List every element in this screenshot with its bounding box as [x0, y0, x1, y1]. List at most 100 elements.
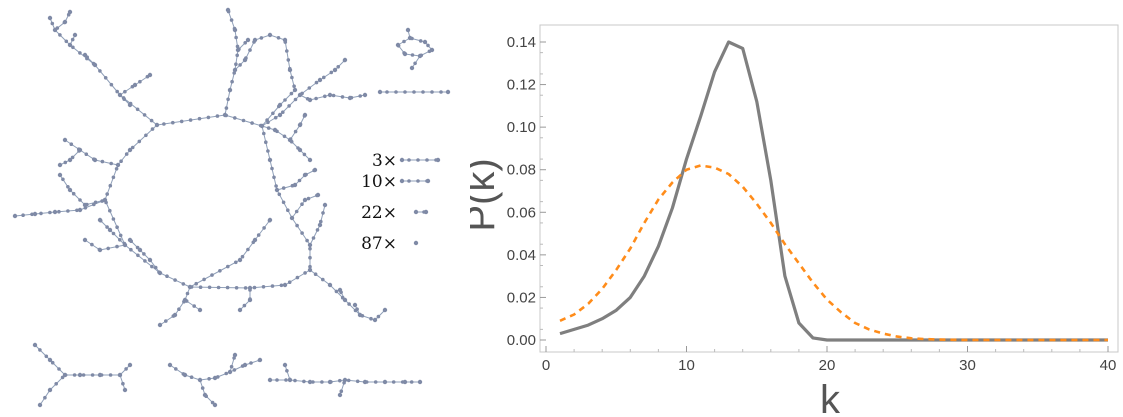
network-node [106, 246, 110, 251]
network-node [237, 257, 243, 263]
network-node [277, 104, 281, 109]
network-node [302, 152, 307, 157]
network-node [336, 65, 341, 69]
network-node [52, 209, 58, 215]
network-node [153, 265, 158, 270]
network-node [358, 94, 363, 98]
network-node [224, 113, 228, 118]
network-node [179, 119, 184, 124]
network-node [154, 122, 160, 128]
branch-edge [261, 59, 366, 127]
network-node [402, 39, 406, 44]
network-node [70, 37, 75, 42]
network-node [402, 51, 406, 55]
network-node [91, 61, 96, 66]
network-node [305, 97, 310, 101]
network-node [171, 120, 175, 125]
network-node [248, 48, 252, 52]
network-node [99, 373, 104, 377]
network-node [92, 157, 96, 161]
network-node [434, 158, 438, 162]
network-node [313, 272, 318, 277]
network-node [297, 178, 302, 183]
network-node [352, 302, 358, 308]
network-node [162, 122, 166, 126]
network-node [82, 237, 88, 243]
x-tick-label: 0 [542, 357, 550, 374]
network-node [286, 208, 290, 212]
network-node [63, 373, 68, 377]
network-node [224, 106, 229, 110]
network-node [111, 231, 116, 236]
network-node [399, 157, 405, 163]
network-node [416, 179, 420, 183]
network-node [406, 28, 410, 32]
network-node [304, 172, 308, 177]
network-node [121, 381, 125, 386]
network-node [317, 222, 323, 228]
network-node [81, 373, 86, 377]
component-count-legend: 3× 10× 22× 87× [361, 151, 397, 254]
network-node [264, 140, 268, 144]
network-node [409, 380, 414, 384]
network-node [421, 90, 425, 94]
network-node [288, 377, 292, 382]
network-node [216, 375, 220, 379]
network-node [192, 304, 196, 308]
network-node [98, 218, 103, 223]
network-node [71, 191, 76, 196]
network-node [362, 92, 368, 98]
legend-chain-edge [402, 159, 438, 213]
network-node [312, 168, 316, 173]
network-node [319, 219, 323, 224]
network-node [329, 380, 333, 384]
network-node [292, 84, 296, 88]
network-node [189, 285, 194, 289]
network-node [232, 356, 236, 360]
network-node [238, 63, 242, 67]
network-node [107, 227, 113, 233]
network-node [122, 241, 127, 246]
network-node [418, 39, 423, 43]
branch-edge [14, 139, 119, 217]
network-node [302, 114, 307, 118]
network-node [277, 192, 282, 197]
network-node [240, 254, 245, 259]
network-node [212, 402, 218, 408]
network-node [346, 378, 351, 383]
network-node [38, 348, 42, 352]
network-node [307, 242, 313, 248]
network-node [271, 111, 275, 116]
network-node [306, 196, 311, 201]
degree-distribution-chart: 0 10 20 30 40 0.000.020.040.060.080.100.120.… [470, 24, 1119, 417]
network-nodes [12, 7, 451, 408]
network-node [21, 213, 25, 217]
network-node [290, 216, 294, 220]
network-node [293, 378, 297, 383]
network-node [105, 192, 109, 196]
network-node [100, 159, 105, 164]
network-node [329, 70, 334, 75]
network-node [232, 26, 237, 31]
y-tick-label: 0.08 [507, 162, 536, 179]
network-node [135, 107, 140, 112]
network-node [289, 91, 294, 96]
network-node [274, 187, 280, 193]
network-node [69, 142, 74, 146]
network-node [226, 264, 230, 269]
network-node [117, 92, 123, 98]
network-node [399, 178, 405, 184]
network-node [277, 112, 283, 118]
network-node [331, 93, 336, 98]
network-node [419, 53, 424, 58]
network-node [237, 47, 241, 51]
network-node [85, 202, 89, 207]
network-node [48, 388, 52, 393]
network-node [143, 259, 147, 263]
network-node [61, 177, 65, 182]
network-node [342, 380, 346, 385]
network-node [308, 264, 312, 269]
network-node [70, 155, 75, 160]
network-node [123, 89, 127, 94]
network-node [165, 274, 169, 279]
